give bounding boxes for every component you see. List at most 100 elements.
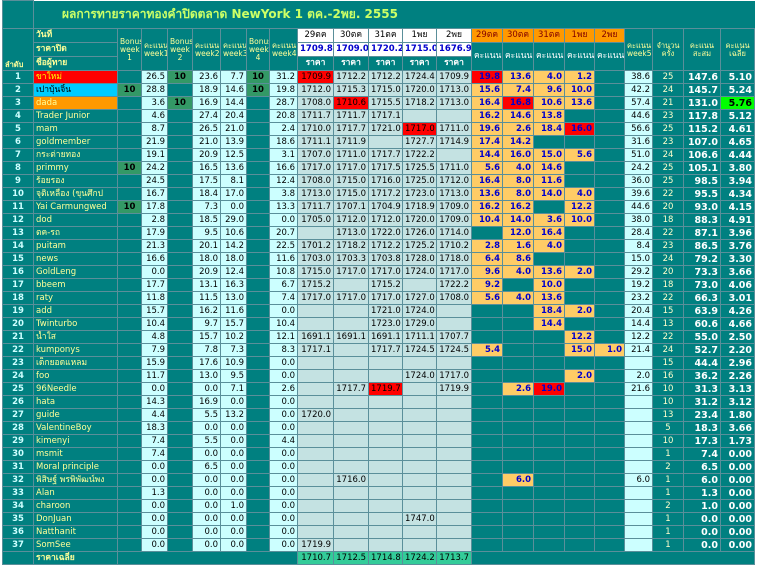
week-score: 0.0 (220, 473, 247, 487)
price: 1723.0 (368, 317, 403, 331)
average: 0.00 (719, 447, 756, 461)
day-score (594, 291, 625, 305)
week-score: 0.0 (269, 473, 298, 487)
table-row: 28 ValentineBoy 18.3 0.0 0.0 0.0 5 18.3 3.66 (2, 421, 756, 435)
day-score: 8.0 (502, 187, 534, 201)
price: 1713.0 (333, 226, 369, 240)
average: 2.26 (719, 369, 756, 383)
week-score: 26.5 (192, 122, 221, 136)
price: 1707.0 (297, 148, 334, 162)
table-row: 16 GoldLeng 0.0 20.9 12.4 10.8 1715.0 1717.0 171… (2, 265, 756, 279)
score-date: 31ตค (533, 28, 565, 43)
week-score: 14.3 (141, 395, 168, 409)
day-score: 8.6 (502, 252, 534, 266)
price: 1721.0 (368, 122, 403, 136)
count: 18 (652, 278, 684, 292)
bonus (167, 239, 193, 253)
table-row: 36 Natthanit 0.0 0.0 0.0 0.0 1 0.0 0.00 (2, 525, 756, 539)
week-score: 6.7 (269, 278, 298, 292)
average: 4.06 (719, 278, 756, 292)
week-score: 12.1 (269, 330, 298, 344)
rank: 32 (2, 473, 34, 487)
rank: 34 (2, 499, 34, 513)
bonus (246, 525, 270, 539)
total: 31.2 (683, 395, 721, 409)
score-label: คะแนน (594, 42, 625, 71)
table-row: 11 Yai Carmungwed 10 17.8 7.3 0.0 13.3 1711.7 17… (2, 200, 756, 214)
week-score: 29.2 (624, 265, 653, 279)
bonus: 10 (167, 96, 193, 110)
day-score: 4.0 (533, 239, 565, 253)
day-score: 14.4 (533, 317, 565, 331)
name: SomSee (33, 538, 118, 552)
week-score: 0.0 (220, 486, 247, 500)
day-score: 2.6 (502, 122, 534, 136)
average-price: 1712.5 (333, 551, 369, 565)
average: 4.26 (719, 304, 756, 318)
price (333, 447, 369, 461)
day-score (594, 395, 625, 409)
rank: 11 (2, 200, 34, 214)
week-score: 10.6 (220, 226, 247, 240)
average: 0.00 (719, 525, 756, 539)
rank: 5 (2, 122, 34, 136)
day-score (471, 512, 503, 526)
week-score: 17.7 (141, 278, 168, 292)
date: 31ตค (368, 28, 403, 43)
average: 0.00 (719, 486, 756, 500)
week-score: 0.0 (269, 447, 298, 461)
day-score (502, 421, 534, 435)
total: 17.3 (683, 434, 721, 448)
day-score: 14.4 (471, 148, 503, 162)
week-score: 14.4 (624, 317, 653, 331)
name: Natthanit (33, 525, 118, 539)
name: จุติเหลือง (ขุนศึกป (33, 187, 118, 201)
bonus (167, 122, 193, 136)
table-row: 27 guide 4.4 5.5 13.2 0.0 1720.0 13 23.4 1.80 (2, 408, 756, 422)
total: 106.6 (683, 148, 721, 162)
count: 16 (652, 369, 684, 383)
day-score: 16.0 (502, 148, 534, 162)
day-score (564, 486, 595, 500)
week-score: 0.0 (141, 460, 168, 474)
week-score: 20.7 (269, 226, 298, 240)
day-score (564, 434, 595, 448)
day-score (502, 525, 534, 539)
day-score (594, 382, 625, 396)
day-score: 18.4 (533, 304, 565, 318)
week-score: 15.0 (624, 252, 653, 266)
bonus (246, 265, 270, 279)
rank: 21 (2, 330, 34, 344)
price (368, 408, 403, 422)
count: 1 (652, 473, 684, 487)
week-score: 10.9 (220, 356, 247, 370)
bonus (246, 486, 270, 500)
price (333, 369, 369, 383)
total: 73.3 (683, 265, 721, 279)
bonus (167, 161, 193, 175)
week-score: 0.0 (220, 434, 247, 448)
price (368, 421, 403, 435)
price: 1724.0 (402, 369, 437, 383)
rank: 37 (2, 538, 34, 552)
price: 1712.0 (436, 174, 472, 188)
count: 20 (652, 265, 684, 279)
price: 1710.6 (333, 96, 369, 110)
price: 1719.7 (368, 382, 403, 396)
week-score: 28.8 (141, 83, 168, 97)
week-score: 9.7 (192, 317, 221, 331)
day-score: 5.6 (471, 291, 503, 305)
bonus (246, 356, 270, 370)
day-score (564, 226, 595, 240)
count: 20 (652, 200, 684, 214)
price: 1704.9 (368, 200, 403, 214)
total: 147.6 (683, 70, 721, 84)
count: 2 (652, 499, 684, 513)
total: 7.4 (683, 447, 721, 461)
day-score: 2.0 (564, 265, 595, 279)
week-score: 0.0 (269, 486, 298, 500)
bonus (117, 135, 142, 149)
count: 2 (652, 460, 684, 474)
bonus (117, 525, 142, 539)
price (402, 278, 437, 292)
